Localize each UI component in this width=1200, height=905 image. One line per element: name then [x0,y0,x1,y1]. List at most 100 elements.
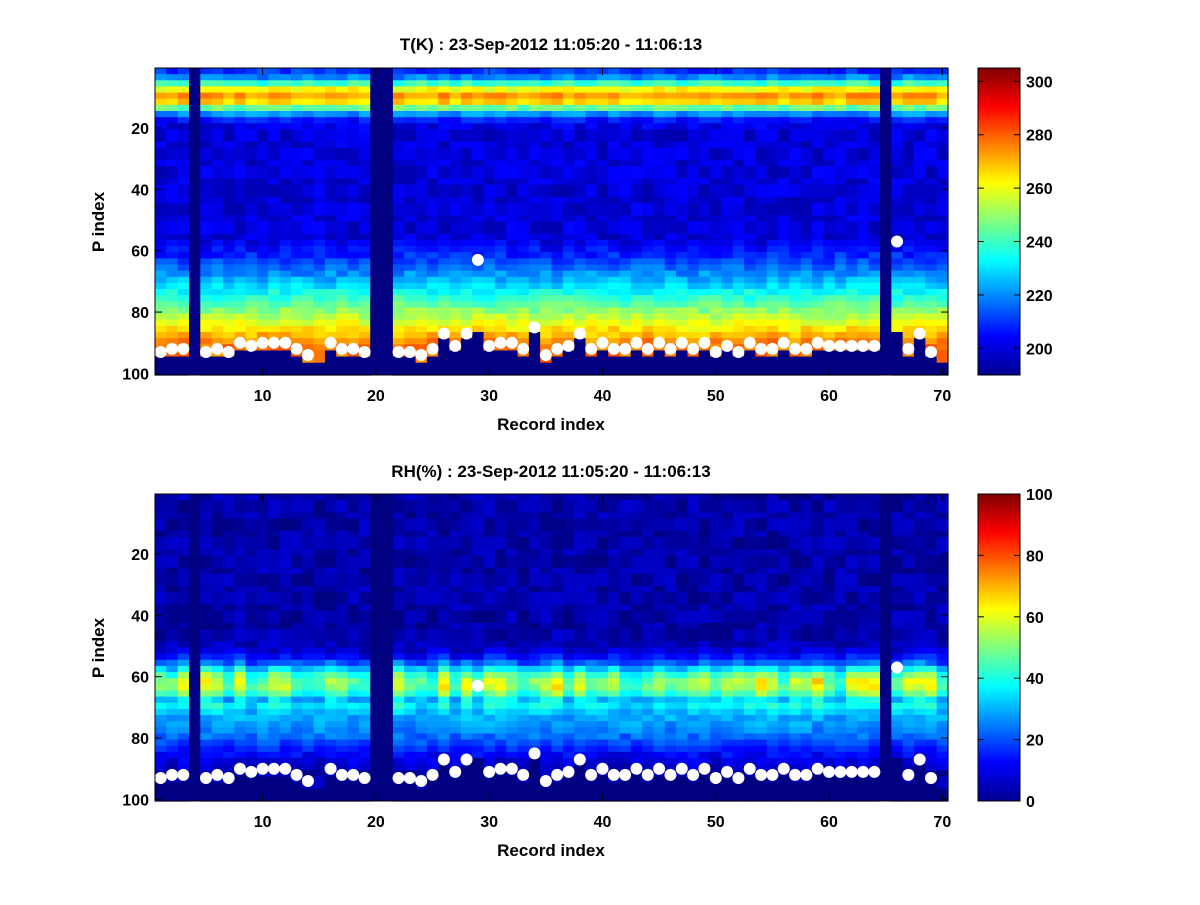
heatmap-cell [314,301,326,308]
heatmap-cell [314,246,326,253]
heatmap-cell [314,605,326,612]
heatmap-cell [653,277,665,284]
heatmap-cell [687,80,699,87]
heatmap-cell [178,148,190,155]
heatmap-cell [438,197,450,204]
heatmap-cell [869,93,881,100]
heatmap-cell [427,629,439,636]
heatmap-cell [404,709,416,716]
heatmap-cell [903,179,915,186]
heatmap-cell [359,592,371,599]
heatmap-cell [597,80,609,87]
heatmap-cell [234,258,246,265]
heatmap-cell [710,154,722,161]
heatmap-cell [857,99,869,106]
heatmap-cell [518,172,530,179]
heatmap-cell [518,99,530,106]
heatmap-cell [212,252,224,259]
heatmap-cell [506,105,518,112]
heatmap-cell [778,252,790,259]
heatmap-cell [200,672,212,679]
heatmap-cell [427,568,439,575]
heatmap-cell [427,740,439,747]
heatmap-cell [348,283,360,290]
heatmap-cell [484,562,496,569]
heatmap-cell [925,86,937,93]
heatmap-cell [801,240,813,247]
heatmap-cell [472,148,484,155]
heatmap-cell [246,301,258,308]
heatmap-cell [200,752,212,759]
heatmap-cell [699,172,711,179]
heatmap-cell [552,179,564,186]
heatmap-cell [280,715,292,722]
heatmap-cell [200,148,212,155]
heatmap-cell [427,666,439,673]
heatmap-cell [212,494,224,501]
heatmap-cell [631,363,643,370]
heatmap-cell [200,764,212,771]
heatmap-cell [268,301,280,308]
heatmap-cell [472,289,484,296]
heatmap-cell [427,549,439,556]
heatmap-cell [529,525,541,532]
heatmap-cell [552,307,564,314]
heatmap-cell [778,258,790,265]
heatmap-cell [767,129,779,136]
heatmap-cell [223,531,235,538]
heatmap-cell [155,246,167,253]
heatmap-cell [404,684,416,691]
heatmap-cell [246,641,258,648]
heatmap-cell [846,222,858,229]
heatmap-cell [676,264,688,271]
heatmap-cell [608,301,620,308]
heatmap-cell [280,289,292,296]
heatmap-cell [178,703,190,710]
heatmap-cell [823,203,835,210]
heatmap-cell [585,185,597,192]
heatmap-cell [200,500,212,507]
heatmap-cell [823,240,835,247]
missing-record-column [189,494,201,801]
heatmap-cell [642,332,654,339]
heatmap-cell [268,80,280,87]
heatmap-cell [597,197,609,204]
heatmap-cell [744,179,756,186]
heatmap-cell [733,86,745,93]
heatmap-cell [450,264,462,271]
heatmap-cell [302,240,314,247]
heatmap-cell [427,105,439,112]
heatmap-cell [937,283,949,290]
heatmap-cell [291,543,303,550]
heatmap-cell [416,678,428,685]
heatmap-cell [155,512,167,519]
heatmap-cell [404,320,416,327]
heatmap-cell [359,666,371,673]
heatmap-cell [597,222,609,229]
heatmap-cell [642,240,654,247]
heatmap-cell [461,301,473,308]
heatmap-cell [438,537,450,544]
heatmap-cell [461,733,473,740]
heatmap-cell [223,789,235,796]
heatmap-cell [597,117,609,124]
heatmap-cell [585,172,597,179]
heatmap-cell [178,332,190,339]
heatmap-cell [393,654,405,661]
heatmap-cell [619,86,631,93]
heatmap-cell [472,93,484,100]
heatmap-cell [223,295,235,302]
heatmap-cell [733,185,745,192]
heatmap-cell [223,549,235,556]
heatmap-cell [178,363,190,370]
heatmap-cell [291,172,303,179]
heatmap-cell [200,740,212,747]
heatmap-cell [676,197,688,204]
heatmap-cell [393,246,405,253]
heatmap-cell [472,209,484,216]
heatmap-cell [857,228,869,235]
heatmap-cell [869,314,881,321]
heatmap-cell [891,215,903,222]
heatmap-cell [710,172,722,179]
heatmap-cell [597,160,609,167]
